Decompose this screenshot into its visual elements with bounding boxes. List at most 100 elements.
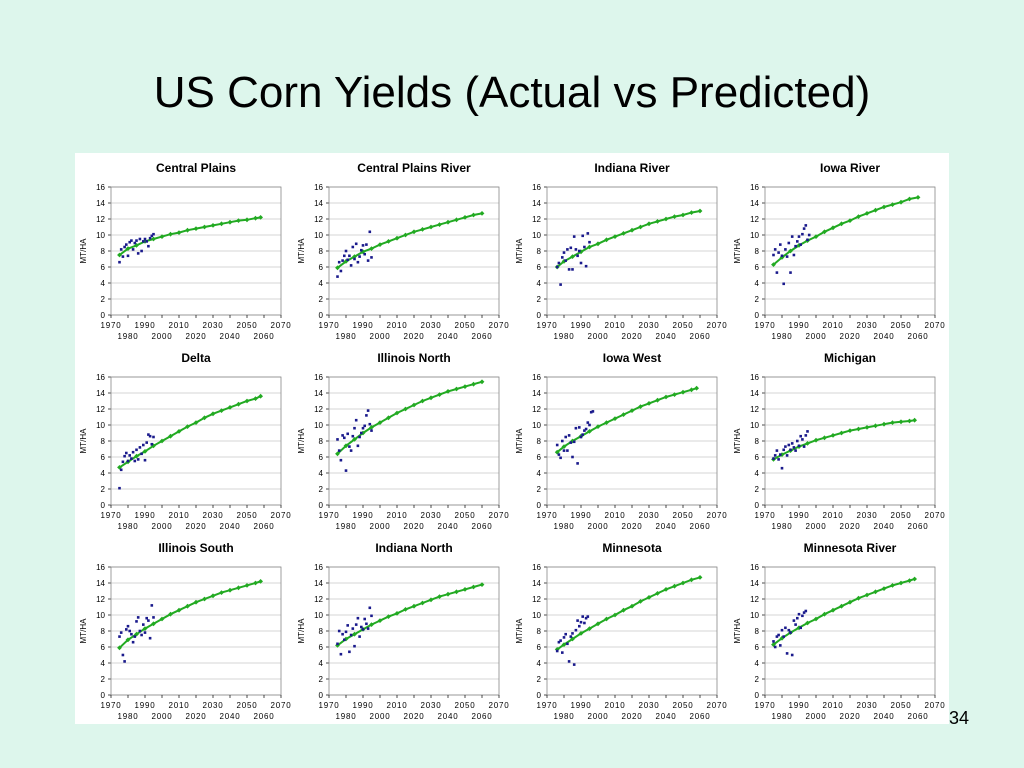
predicted-point [236, 218, 241, 223]
predicted-line [336, 212, 483, 269]
actual-point [784, 626, 787, 630]
actual-point [789, 271, 792, 274]
y-tick-label: 2 [319, 485, 324, 494]
predicted-point [210, 593, 216, 599]
predicted-point [912, 417, 917, 423]
predicted-point [561, 642, 567, 647]
predicted-point [578, 249, 584, 255]
actual-point [126, 624, 130, 628]
x-tick-label: 2020 [622, 712, 643, 721]
y-tick-label: 8 [319, 247, 324, 256]
x-tick-label: 2000 [806, 522, 827, 531]
y-tick-label: 6 [537, 263, 542, 272]
actual-point [780, 254, 784, 258]
actual-point [584, 264, 588, 268]
x-tick-label: 2050 [891, 511, 912, 520]
predicted-point [890, 202, 895, 207]
y-axis-label: MT/HA [79, 238, 88, 264]
actual-point [780, 628, 784, 632]
actual-point [363, 424, 366, 428]
predicted-point [202, 224, 207, 230]
actual-point [339, 269, 343, 273]
chart-5: Illinois North 0 2 4 6 8 10 12 14 16 1970 1990 2010 2… [297, 351, 509, 531]
actual-point [337, 629, 341, 633]
predicted-point [856, 214, 861, 219]
predicted-point [680, 580, 686, 586]
actual-point [777, 251, 780, 254]
x-tick-label: 2020 [840, 712, 861, 721]
predicted-point [612, 234, 618, 239]
actual-point [346, 624, 349, 627]
actual-point [775, 635, 779, 638]
actual-point [559, 639, 562, 642]
x-tick-label: 2070 [707, 511, 728, 520]
y-tick-label: 12 [532, 215, 541, 224]
predicted-point [655, 219, 660, 224]
actual-point [351, 434, 355, 438]
actual-point [586, 232, 590, 235]
actual-point [361, 244, 365, 247]
x-tick-label: 1990 [789, 701, 810, 710]
x-tick-label: 2050 [455, 321, 476, 330]
x-tick-label: 2050 [891, 701, 912, 710]
x-tick-label: 2040 [874, 712, 895, 721]
actual-point [118, 486, 121, 490]
actual-point [557, 640, 561, 644]
y-tick-label: 10 [750, 421, 759, 430]
predicted-point [612, 612, 618, 618]
actual-point [562, 636, 566, 639]
predicted-point [898, 580, 904, 586]
predicted-point [694, 385, 699, 391]
y-tick-label: 4 [101, 279, 106, 288]
actual-point [339, 652, 343, 656]
x-tick-label: 2060 [690, 712, 711, 721]
actual-point [794, 623, 797, 626]
predicted-point [646, 595, 652, 600]
y-tick-label: 8 [755, 247, 760, 256]
x-tick-label: 2070 [925, 511, 946, 520]
predicted-line [772, 578, 915, 646]
actual-point [586, 615, 590, 618]
actual-point [118, 635, 121, 638]
x-tick-label: 1990 [135, 701, 156, 710]
actual-point [125, 451, 128, 455]
actual-point [148, 636, 152, 640]
predicted-point [176, 607, 182, 613]
predicted-point [856, 595, 861, 601]
actual-point [353, 257, 356, 261]
x-tick-label: 2000 [370, 712, 391, 721]
actual-point [797, 444, 801, 448]
actual-point [561, 651, 564, 654]
predicted-point [151, 621, 156, 627]
predicted-point [471, 212, 476, 218]
actual-point [128, 240, 131, 244]
actual-point [562, 251, 566, 254]
x-tick-label: 2010 [169, 701, 190, 710]
predicted-point [779, 635, 785, 641]
predicted-point [168, 611, 173, 617]
actual-point [368, 606, 372, 610]
y-axis-label: MT/HA [297, 618, 306, 644]
actual-point [130, 457, 133, 460]
x-tick-label: 2030 [857, 511, 878, 520]
actual-point [806, 430, 809, 433]
predicted-point [689, 387, 694, 393]
actual-point [578, 624, 581, 628]
actual-point [123, 454, 126, 458]
predicted-point [830, 433, 836, 438]
actual-point [145, 240, 148, 243]
actual-point [344, 249, 348, 253]
y-tick-label: 0 [755, 311, 760, 320]
y-tick-label: 6 [755, 453, 760, 462]
y-axis-label: MT/HA [79, 428, 88, 454]
y-axis-label: MT/HA [733, 238, 742, 264]
actual-point [121, 653, 125, 657]
actual-point [349, 449, 353, 452]
x-tick-label: 2010 [605, 321, 626, 330]
x-tick-label: 2000 [588, 522, 609, 531]
actual-point [344, 630, 348, 634]
predicted-point [454, 217, 459, 223]
actual-point [581, 433, 584, 436]
chart-title: Central Plains River [357, 161, 471, 175]
y-tick-label: 0 [319, 311, 324, 320]
